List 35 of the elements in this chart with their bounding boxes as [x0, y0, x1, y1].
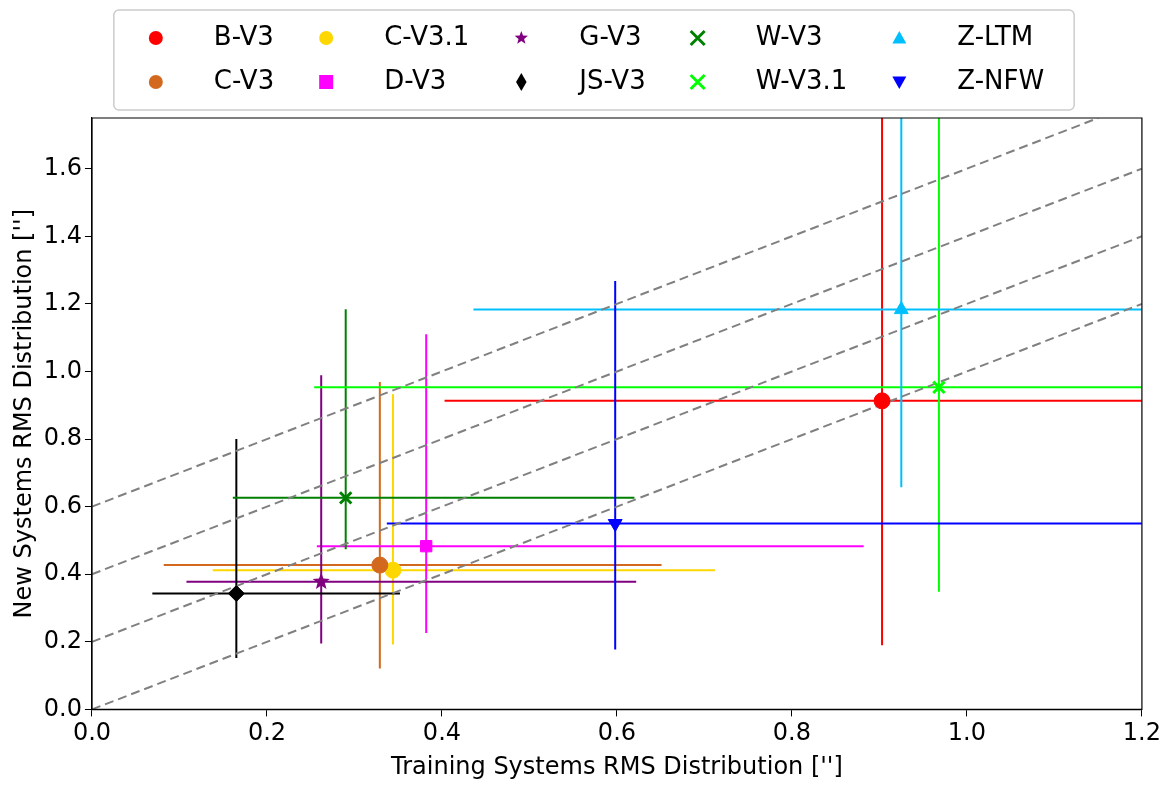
legend-label: C-V3 [213, 64, 275, 95]
y-tick-label: 0.6 [43, 490, 82, 519]
legend-label: Z-NFW [957, 64, 1045, 95]
point [227, 584, 245, 602]
legend-label: W-V3 [755, 20, 823, 51]
point [873, 392, 891, 410]
y-axis-title: New Systems RMS Distribution [''] [8, 208, 37, 619]
legend-label: C-V3.1 [384, 20, 470, 51]
y-tick-label: 0.4 [43, 558, 82, 587]
point [384, 561, 402, 579]
y-tick-label: 1.4 [43, 220, 82, 249]
legend-label: G-V3 [579, 20, 642, 51]
y-tick-label: 0.8 [43, 423, 82, 452]
legend-label: B-V3 [213, 20, 274, 51]
x-tick-label: 1.2 [1122, 718, 1161, 747]
point [931, 380, 947, 395]
legend-label: W-V3.1 [755, 64, 848, 95]
x-tick-label: 0.6 [597, 718, 637, 747]
x-tick-label: 0.4 [422, 718, 462, 747]
legend-label: D-V3 [384, 64, 447, 95]
x-tick-label: 0.2 [247, 718, 287, 747]
y-tick-label: 1.6 [43, 152, 82, 181]
legend-label: Z-LTM [957, 20, 1034, 51]
y-tick-label: 1.0 [43, 355, 82, 384]
point [420, 540, 433, 553]
legend-label: JS-V3 [577, 64, 646, 95]
point [312, 572, 330, 589]
y-tick-label: 1.2 [43, 288, 82, 317]
x-tick-label: 1.0 [947, 718, 987, 747]
y-tick-label: 0.2 [43, 626, 82, 655]
point [893, 301, 909, 315]
point [338, 490, 353, 506]
x-axis-title: Training Systems RMS Distribution [''] [390, 751, 843, 780]
x-tick-label: 0.8 [772, 718, 812, 747]
point [371, 556, 389, 574]
